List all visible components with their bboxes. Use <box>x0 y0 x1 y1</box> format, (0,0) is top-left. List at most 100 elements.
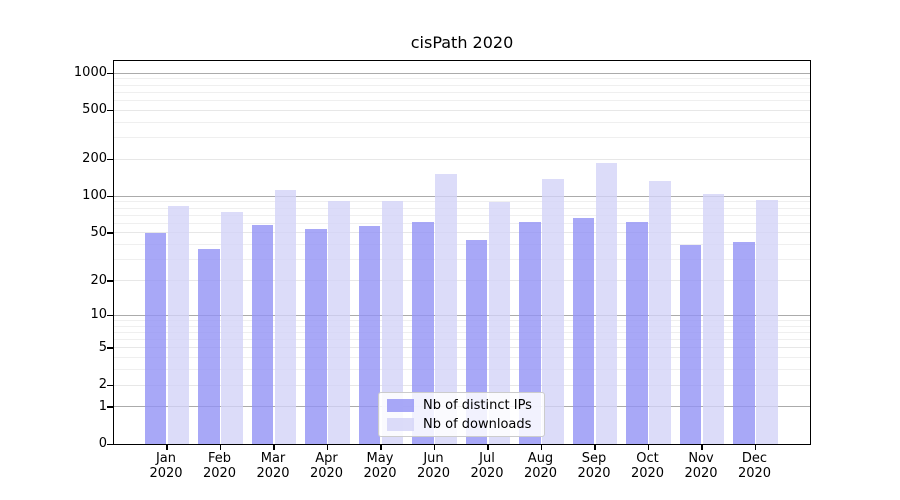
gridline-major <box>114 280 810 282</box>
gridline-major <box>114 347 810 349</box>
y-tick-label: 10 <box>90 307 107 323</box>
gridline-minor <box>114 207 810 209</box>
legend-label-downloads: Nb of downloads <box>423 416 532 432</box>
x-tick-mark <box>701 445 703 450</box>
bar-nb-of-downloads-jun-2020 <box>435 173 457 444</box>
y-tick-mark <box>107 443 113 445</box>
bar-nb-of-distinct-ips-apr-2020 <box>305 228 327 444</box>
y-tick-mark <box>107 384 113 387</box>
bar-nb-of-distinct-ips-mar-2020 <box>251 225 273 444</box>
x-tick-mark <box>594 445 596 450</box>
y-tick-mark <box>107 314 113 317</box>
x-tick-label: Jun 2020 <box>416 451 451 481</box>
gridline-minor <box>114 339 810 341</box>
y-tick-mark <box>107 195 113 198</box>
y-tick-mark <box>107 158 113 161</box>
gridline-minor <box>114 222 810 224</box>
y-tick-label: 50 <box>90 224 107 240</box>
gridline-major <box>114 195 810 197</box>
y-tick-mark <box>107 109 113 112</box>
y-tick-label: 500 <box>82 102 107 118</box>
y-tick-mark <box>107 72 113 75</box>
bar-nb-of-distinct-ips-sep-2020 <box>572 218 594 444</box>
x-tick-label: Jul 2020 <box>470 451 504 481</box>
bar-nb-of-downloads-apr-2020 <box>328 201 350 444</box>
gridline-minor <box>114 214 810 216</box>
x-tick-label: Feb 2020 <box>202 451 237 481</box>
y-tick-mark <box>107 280 113 282</box>
legend-swatch-distinct-ips <box>387 398 414 412</box>
gridline-minor <box>114 369 810 371</box>
y-tick-label: 20 <box>90 272 107 288</box>
bar-nb-of-downloads-feb-2020 <box>221 211 243 444</box>
gridline-minor <box>114 78 810 80</box>
bar-nb-of-distinct-ips-may-2020 <box>358 226 380 444</box>
gridline-major <box>114 232 810 234</box>
bar-nb-of-downloads-sep-2020 <box>595 162 617 444</box>
y-tick-mark <box>107 406 113 408</box>
legend-swatch-downloads <box>387 417 414 431</box>
gridline-minor <box>114 201 810 203</box>
gridline-major <box>114 158 810 160</box>
bar-nb-of-downloads-aug-2020 <box>542 178 564 444</box>
x-tick-mark <box>380 445 382 450</box>
gridline-major <box>114 72 810 74</box>
gridline-minor <box>114 84 810 86</box>
bar-nb-of-downloads-jul-2020 <box>488 201 510 444</box>
y-tick-label: 2 <box>98 377 107 393</box>
y-tick-label: 5 <box>98 339 107 355</box>
y-tick-label: 100 <box>82 188 107 204</box>
gridline-minor <box>114 121 810 123</box>
y-tick-label: 1 <box>98 398 107 414</box>
x-tick-label: Dec 2020 <box>737 451 772 481</box>
x-tick-label: Nov 2020 <box>684 451 718 481</box>
x-tick-label: Oct 2020 <box>630 451 665 481</box>
bar-nb-of-distinct-ips-dec-2020 <box>733 242 755 444</box>
bar-nb-of-distinct-ips-nov-2020 <box>679 244 701 444</box>
y-tick-label: 0 <box>98 436 107 451</box>
gridline-minor <box>114 137 810 139</box>
y-tick-label: 200 <box>82 151 107 167</box>
x-tick-mark <box>487 445 489 450</box>
gridline-minor <box>114 325 810 327</box>
legend-label-distinct-ips: Nb of distinct IPs <box>423 397 532 413</box>
bar-nb-of-distinct-ips-feb-2020 <box>198 248 220 444</box>
x-tick-mark <box>219 445 222 450</box>
legend-item-distinct-ips: Nb of distinct IPs <box>387 398 544 413</box>
x-tick-label: Mar 2020 <box>256 451 290 481</box>
bar-nb-of-distinct-ips-oct-2020 <box>626 222 648 444</box>
legend-item-downloads: Nb of downloads <box>387 417 544 432</box>
bar-nb-of-distinct-ips-jan-2020 <box>144 232 166 444</box>
chart-title: cisPath 2020 <box>410 33 514 52</box>
x-tick-mark <box>433 445 436 450</box>
x-tick-label: Aug 2020 <box>523 451 558 481</box>
y-tick-mark <box>107 347 113 349</box>
x-tick-label: Jan 2020 <box>149 451 183 481</box>
x-tick-mark <box>647 445 650 450</box>
gridline-minor <box>114 100 810 102</box>
bar-nb-of-distinct-ips-jun-2020 <box>412 221 434 444</box>
y-tick-mark <box>107 232 113 234</box>
x-tick-mark <box>754 445 757 450</box>
x-tick-mark <box>273 445 275 450</box>
gridline-minor <box>114 259 810 261</box>
gridline-minor <box>114 319 810 321</box>
bar-nb-of-downloads-nov-2020 <box>702 193 724 444</box>
x-tick-mark <box>540 445 543 450</box>
gridline-minor <box>114 244 810 246</box>
bar-nb-of-downloads-oct-2020 <box>649 181 671 444</box>
bar-nb-of-distinct-ips-aug-2020 <box>519 221 541 444</box>
bar-nb-of-downloads-may-2020 <box>381 200 403 444</box>
gridline-major <box>114 109 810 111</box>
plot-area <box>107 60 811 450</box>
bar-nb-of-downloads-dec-2020 <box>756 200 778 444</box>
x-tick-label: Sep 2020 <box>577 451 611 481</box>
legend: Nb of distinct IPs Nb of downloads <box>378 392 545 437</box>
x-tick-mark <box>166 445 168 450</box>
gridline-minor <box>114 357 810 359</box>
bar-nb-of-downloads-jan-2020 <box>167 205 189 444</box>
y-tick-label: 1000 <box>73 65 107 81</box>
gridline-major <box>114 314 810 316</box>
gridline-minor <box>114 91 810 93</box>
